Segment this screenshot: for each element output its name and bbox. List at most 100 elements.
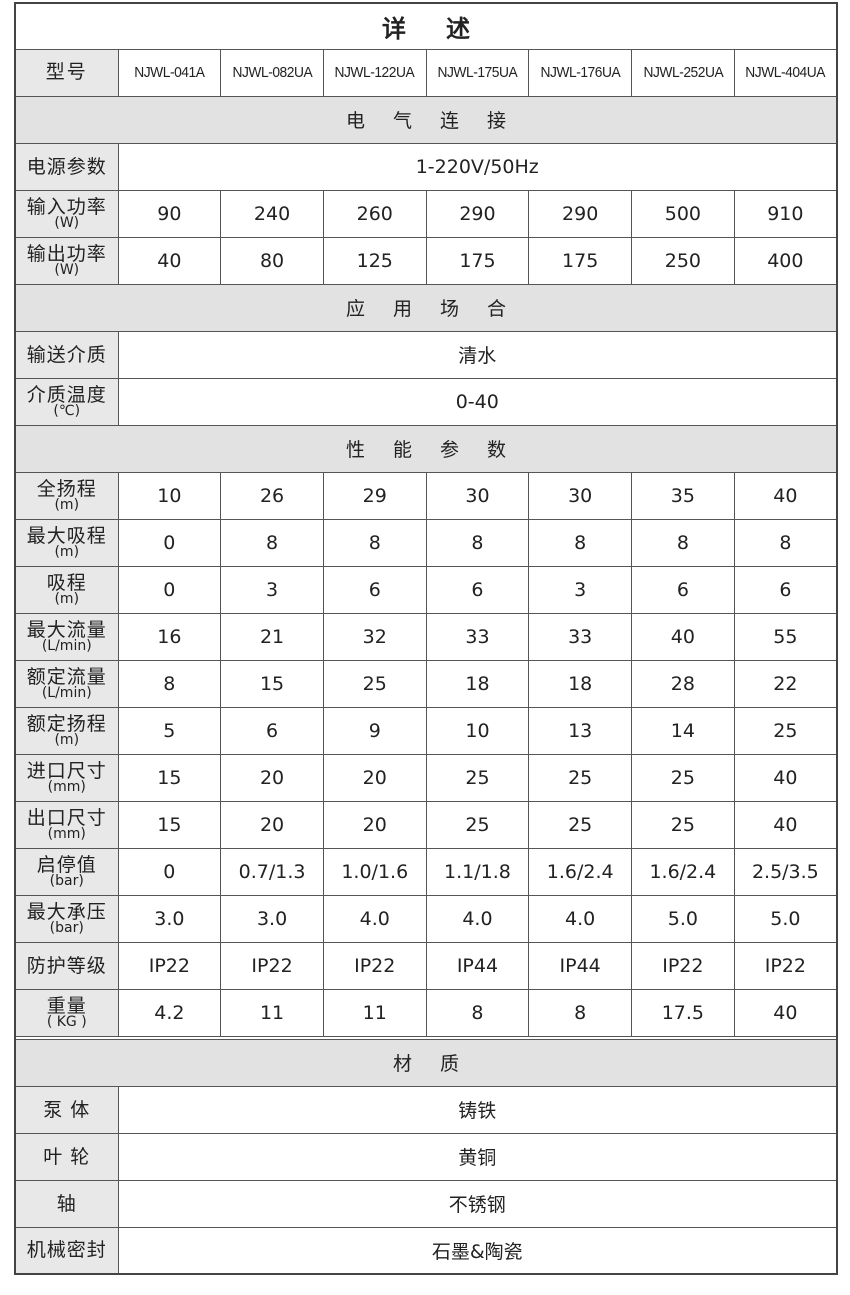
row-label: 额定流量 (L/min)	[14, 659, 119, 708]
model-cell: NJWL-175UA	[429, 48, 526, 97]
value-cell: 55	[733, 612, 838, 661]
value-cell: 22	[733, 659, 838, 708]
value-cell: 80	[220, 236, 324, 285]
value-cell: 4.0	[425, 894, 530, 943]
value-cell: IP22	[117, 941, 222, 990]
value-cell: 32	[322, 612, 427, 661]
table-row: 全扬程 (m) 10 26 29 30 30 35 40	[14, 471, 838, 520]
value-cell: 15	[117, 800, 222, 849]
value-cell: 40	[733, 988, 838, 1037]
value-cell: 25	[631, 800, 735, 849]
row-label: 最大流量 (L/min)	[14, 612, 119, 661]
value-cell: 20	[220, 800, 324, 849]
value-cell: 30	[425, 471, 530, 520]
value-cell: 40	[117, 236, 222, 285]
value-cell: 8	[322, 518, 427, 567]
material-value: 黄铜	[117, 1132, 838, 1181]
value-cell: 5.0	[631, 894, 735, 943]
value-cell: 240	[220, 189, 324, 238]
material-label: 叶 轮	[14, 1132, 119, 1181]
value-cell: 25	[528, 800, 633, 849]
value-cell: 21	[220, 612, 324, 661]
value-cell: 1.6/2.4	[631, 847, 735, 896]
value-cell: 8	[425, 988, 530, 1037]
value-cell: 8	[528, 518, 633, 567]
value-cell: 20	[220, 753, 324, 802]
table-row: 防护等级 IP22 IP22 IP22 IP44 IP44 IP22 IP22	[14, 941, 838, 990]
table-row: 最大承压 (bar) 3.0 3.0 4.0 4.0 4.0 5.0 5.0	[14, 894, 838, 943]
spec-table: 详述 型号 NJWL-041A NJWL-082UA NJWL-122UA NJWL-…	[14, 2, 838, 1275]
value-cell: 0.7/1.3	[220, 847, 324, 896]
material-label: 轴	[14, 1179, 119, 1228]
medium-label: 输送介质	[14, 330, 119, 379]
value-cell: 4.0	[528, 894, 633, 943]
value-cell: 6	[322, 565, 427, 614]
output-power-label: 输出功率 (W)	[14, 236, 119, 285]
row-label: 进口尺寸 (mm)	[14, 753, 119, 802]
row-label: 吸程 (m)	[14, 565, 119, 614]
row-label: 防护等级	[14, 941, 119, 990]
material-value: 石墨&陶瓷	[117, 1226, 838, 1275]
value-cell: 910	[733, 189, 838, 238]
value-cell: 175	[425, 236, 530, 285]
value-cell: 0	[117, 518, 222, 567]
value-cell: 3.0	[220, 894, 324, 943]
model-cell: NJWL-252UA	[635, 48, 731, 97]
table-row: 进口尺寸 (mm) 15 20 20 25 25 25 40	[14, 753, 838, 802]
value-cell: 40	[733, 471, 838, 520]
value-cell: 11	[322, 988, 427, 1037]
material-value: 不锈钢	[117, 1179, 838, 1228]
value-cell: 16	[117, 612, 222, 661]
table-row: 轴不锈钢	[14, 1179, 838, 1228]
temperature-label: 介质温度 (℃)	[14, 377, 119, 426]
value-cell: 15	[117, 753, 222, 802]
value-cell: 18	[425, 659, 530, 708]
material-value: 铸铁	[117, 1085, 838, 1134]
power-supply-value: 1-220V/50Hz	[117, 142, 838, 191]
row-label: 全扬程 (m)	[14, 471, 119, 520]
model-cell: NJWL-176UA	[532, 48, 628, 97]
value-cell: 25	[631, 753, 735, 802]
section-material: 材质	[14, 1038, 838, 1087]
row-label: 最大吸程 (m)	[14, 518, 119, 567]
value-cell: 10	[117, 471, 222, 520]
section-electrical: 电气连接	[14, 95, 838, 144]
value-cell: 3	[528, 565, 633, 614]
table-title: 详述	[14, 2, 838, 50]
value-cell: IP44	[528, 941, 633, 990]
value-cell: 1.6/2.4	[528, 847, 633, 896]
row-label: 出口尺寸 (mm)	[14, 800, 119, 849]
material-label: 泵 体	[14, 1085, 119, 1134]
table-row: 叶 轮黄铜	[14, 1132, 838, 1181]
value-cell: 6	[220, 706, 324, 755]
value-cell: 20	[322, 753, 427, 802]
model-cell: NJWL-082UA	[224, 48, 320, 97]
table-row: 吸程 (m) 0 3 6 6 3 6 6	[14, 565, 838, 614]
value-cell: IP22	[733, 941, 838, 990]
value-cell: 8	[733, 518, 838, 567]
value-cell: 8	[117, 659, 222, 708]
value-cell: IP22	[220, 941, 324, 990]
row-label: 启停值 (bar)	[14, 847, 119, 896]
value-cell: 35	[631, 471, 735, 520]
power-supply-label: 电源参数	[14, 142, 119, 191]
section-application: 应用场合	[14, 283, 838, 332]
value-cell: 25	[733, 706, 838, 755]
value-cell: 14	[631, 706, 735, 755]
value-cell: 25	[425, 753, 530, 802]
value-cell: 29	[322, 471, 427, 520]
value-cell: 0	[117, 565, 222, 614]
value-cell: 18	[528, 659, 633, 708]
model-cell: NJWL-122UA	[327, 48, 423, 97]
value-cell: 15	[220, 659, 324, 708]
value-cell: 8	[528, 988, 633, 1037]
value-cell: 33	[425, 612, 530, 661]
table-row: 泵 体铸铁	[14, 1085, 838, 1134]
value-cell: 6	[733, 565, 838, 614]
value-cell: 17.5	[631, 988, 735, 1037]
material-label: 机械密封	[14, 1226, 119, 1275]
row-label: 重量( KG )	[14, 988, 119, 1037]
table-row: 出口尺寸 (mm) 15 20 20 25 25 25 40	[14, 800, 838, 849]
value-cell: 6	[425, 565, 530, 614]
input-power-label: 输入功率 (W)	[14, 189, 119, 238]
